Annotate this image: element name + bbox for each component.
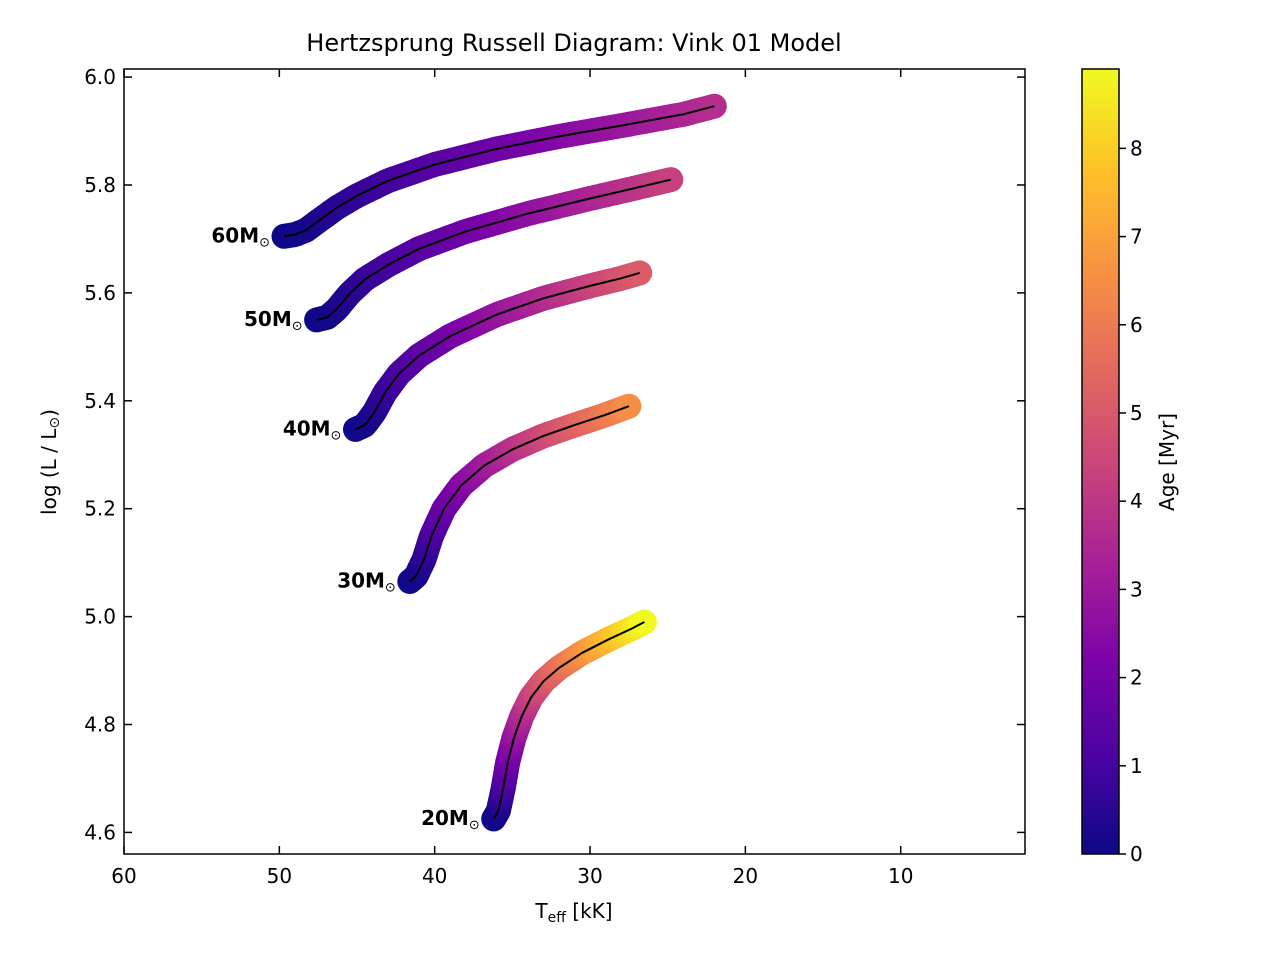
x-tick-label: 50 xyxy=(267,864,292,888)
track-label-sun: ⊙ xyxy=(469,818,480,833)
x-tick-label: 30 xyxy=(577,864,602,888)
track-labels: 60M⊙50M⊙40M⊙30M⊙20M⊙ xyxy=(211,223,479,833)
x-axis-ticks: 60 50 40 30 20 10 xyxy=(111,69,913,888)
track-line xyxy=(409,405,630,583)
y-tick-label: 4.6 xyxy=(84,820,116,844)
y-tick-label: 5.2 xyxy=(84,497,116,521)
y-axis-title: log (L / L⊙) xyxy=(37,409,63,515)
track-line xyxy=(355,271,640,431)
track-line xyxy=(316,178,672,321)
colorbar-tick-label: 2 xyxy=(1130,666,1143,690)
y-tick-label: 4.8 xyxy=(84,713,116,737)
track-label-mass: 30M xyxy=(337,569,385,593)
y-axis-ticks: 4.6 4.8 5.0 5.2 5.4 5.6 5.8 6.0 xyxy=(84,65,1025,844)
track-label-mass: 60M xyxy=(211,223,259,247)
track-20M xyxy=(481,609,657,832)
evolution-tracks xyxy=(271,93,727,832)
track-label-20M: 20M⊙ xyxy=(421,806,480,833)
y-tick-label: 5.6 xyxy=(84,281,116,305)
track-label-40M: 40M⊙ xyxy=(283,416,342,443)
track-line xyxy=(283,105,715,238)
x-axis-title-unit: [kK] xyxy=(566,899,613,923)
track-label-sun: ⊙ xyxy=(259,235,270,250)
track-label-sun: ⊙ xyxy=(385,581,396,596)
x-tick-label: 40 xyxy=(422,864,447,888)
colorbar-tick-label: 3 xyxy=(1130,577,1143,601)
colorbar xyxy=(1081,68,1120,855)
x-tick-label: 10 xyxy=(888,864,913,888)
x-axis-title: Teff [kK] xyxy=(534,899,612,926)
track-label-50M: 50M⊙ xyxy=(244,307,303,334)
y-axis-title-sun: ⊙ xyxy=(47,417,63,429)
y-tick-label: 5.4 xyxy=(84,389,116,413)
track-30M xyxy=(397,393,642,594)
x-tick-label: 60 xyxy=(111,864,136,888)
y-axis-title-prefix: log (L / L xyxy=(37,428,61,515)
colorbar-tick-label: 4 xyxy=(1130,489,1143,513)
colorbar-ticks: 0 1 2 3 4 5 6 7 8 xyxy=(1119,136,1143,866)
colorbar-tick-label: 8 xyxy=(1130,136,1143,160)
track-label-sun: ⊙ xyxy=(292,319,303,334)
track-label-mass: 50M xyxy=(244,307,292,331)
colorbar-tick-label: 1 xyxy=(1130,754,1143,778)
colorbar-tick-label: 5 xyxy=(1130,401,1143,425)
chart-title: Hertzsprung Russell Diagram: Vink 01 Mod… xyxy=(306,29,841,57)
colorbar-tick-label: 0 xyxy=(1130,842,1143,866)
x-axis-title-sub: eff xyxy=(548,910,567,926)
colorbar-title: Age [Myr] xyxy=(1155,413,1179,511)
track-label-30M: 30M⊙ xyxy=(337,569,396,596)
track-label-sun: ⊙ xyxy=(331,428,342,443)
colorbar-tick-label: 6 xyxy=(1130,313,1143,337)
x-tick-label: 20 xyxy=(733,864,758,888)
track-label-mass: 20M xyxy=(421,806,469,830)
track-line xyxy=(492,621,645,820)
colorbar-tick-label: 7 xyxy=(1130,225,1143,249)
track-50M xyxy=(304,167,684,333)
plot-frame xyxy=(123,68,1026,855)
track-label-mass: 40M xyxy=(283,416,331,440)
y-axis-title-suffix: ) xyxy=(37,409,61,417)
x-axis-title-main: T xyxy=(534,899,548,923)
y-tick-label: 5.0 xyxy=(84,605,116,629)
track-60M xyxy=(271,93,727,249)
y-tick-label: 5.8 xyxy=(84,173,116,197)
track-40M xyxy=(343,260,653,442)
track-label-60M: 60M⊙ xyxy=(211,223,270,250)
y-tick-label: 6.0 xyxy=(84,65,116,89)
